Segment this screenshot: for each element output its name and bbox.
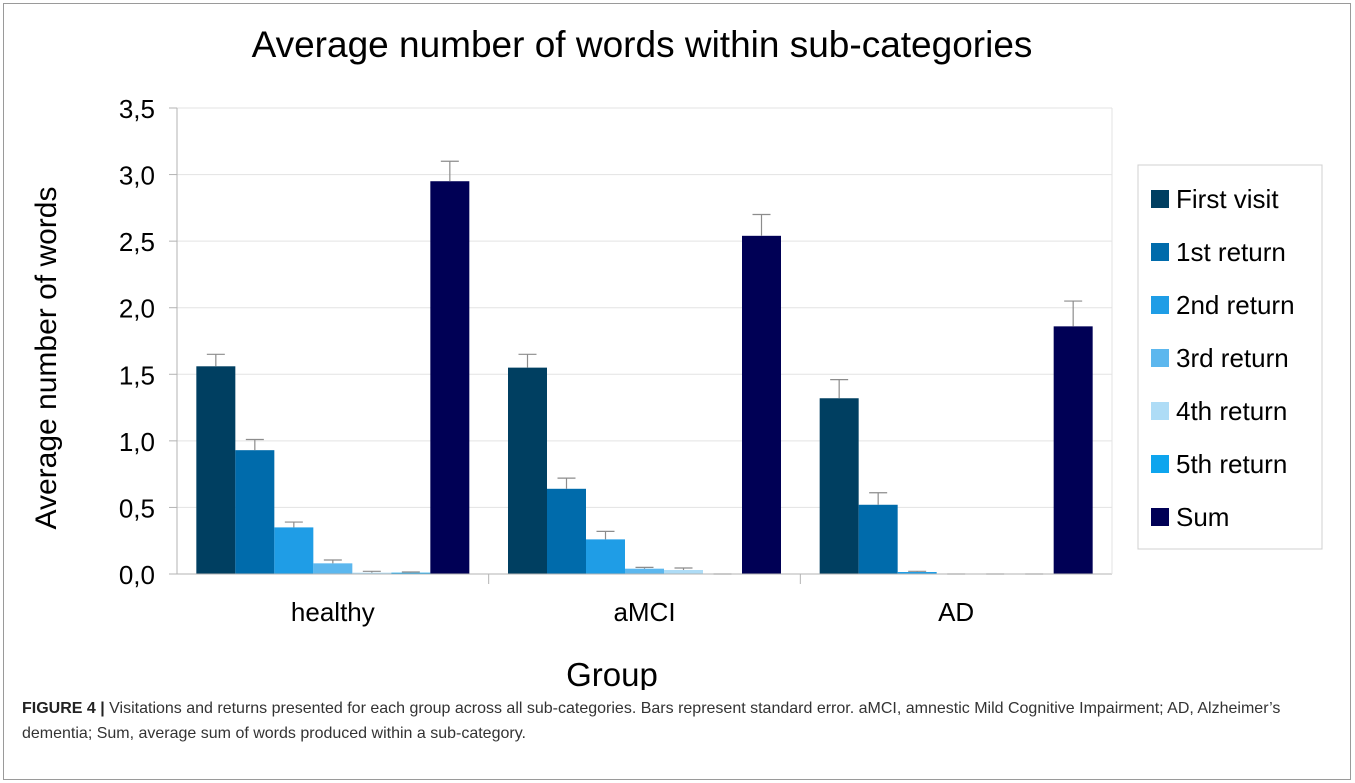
- legend-swatch: [1151, 243, 1169, 261]
- axes: [176, 108, 1113, 575]
- legend-entry: 4th return: [1176, 396, 1287, 426]
- legend-swatch: [1151, 190, 1169, 208]
- y-tick-label: 0,0: [119, 560, 155, 590]
- bar: [858, 504, 898, 574]
- x-tick-label: aMCI: [613, 597, 675, 627]
- bar: [430, 181, 470, 574]
- bar: [625, 568, 664, 574]
- bar: [196, 366, 236, 574]
- legend: First visit 1st return 2nd return 3rd retur…: [1137, 164, 1323, 550]
- x-tick-label: AD: [938, 597, 974, 627]
- legend-entry: 1st return: [1176, 237, 1286, 267]
- y-axis-ticks: 0,0 0,5 1,0 1,5 2,0 2,5 3,0 3,5: [119, 94, 177, 590]
- y-tick-label: 3,0: [119, 161, 155, 191]
- legend-swatch: [1151, 508, 1169, 526]
- x-axis-label: Group: [566, 656, 658, 690]
- bar: [547, 488, 586, 574]
- figure-frame: [3, 3, 1351, 780]
- bar: [313, 563, 353, 574]
- legend-entry: First visit: [1176, 184, 1279, 214]
- legend-entry: 5th return: [1176, 449, 1287, 479]
- bar: [586, 539, 625, 574]
- bar: [1053, 326, 1093, 574]
- legend-swatch: [1151, 296, 1169, 314]
- legend-entry: 3rd return: [1176, 343, 1289, 373]
- grid-lines: [177, 107, 1112, 575]
- bar-chart: Average number of words within sub-categ…: [30, 24, 1323, 690]
- y-tick-label: 1,0: [119, 427, 155, 457]
- y-tick-label: 2,5: [119, 227, 155, 257]
- legend-swatch: [1151, 349, 1169, 367]
- legend-swatch: [1151, 402, 1169, 420]
- y-tick-label: 1,5: [119, 360, 155, 390]
- legend-entry: Sum: [1176, 502, 1229, 532]
- legend-entry: 2nd return: [1176, 290, 1295, 320]
- chart-title: Average number of words within sub-categ…: [252, 24, 1033, 65]
- bar: [742, 235, 781, 574]
- legend-swatch: [1151, 455, 1169, 473]
- error-bars: [206, 160, 1083, 575]
- bar: [664, 570, 703, 574]
- y-axis-label: Average number of words: [30, 187, 63, 530]
- y-tick-label: 3,5: [119, 94, 155, 124]
- bar: [819, 398, 859, 574]
- bar: [897, 572, 937, 574]
- caption-text: Visitations and returns presented for ea…: [22, 700, 1281, 742]
- y-tick-label: 2,0: [119, 294, 155, 324]
- y-tick-label: 0,5: [119, 493, 155, 523]
- figure-caption: FIGURE 4 | Visitations and returns prese…: [22, 696, 1337, 746]
- bar: [391, 572, 431, 574]
- bar: [352, 572, 392, 574]
- x-tick-label: healthy: [291, 597, 375, 627]
- caption-label: FIGURE 4 |: [22, 700, 105, 717]
- bars: [196, 181, 1093, 575]
- bar: [274, 527, 314, 574]
- bar: [508, 367, 547, 574]
- x-axis-ticks: healthy aMCI AD: [291, 574, 974, 627]
- bar: [235, 450, 275, 574]
